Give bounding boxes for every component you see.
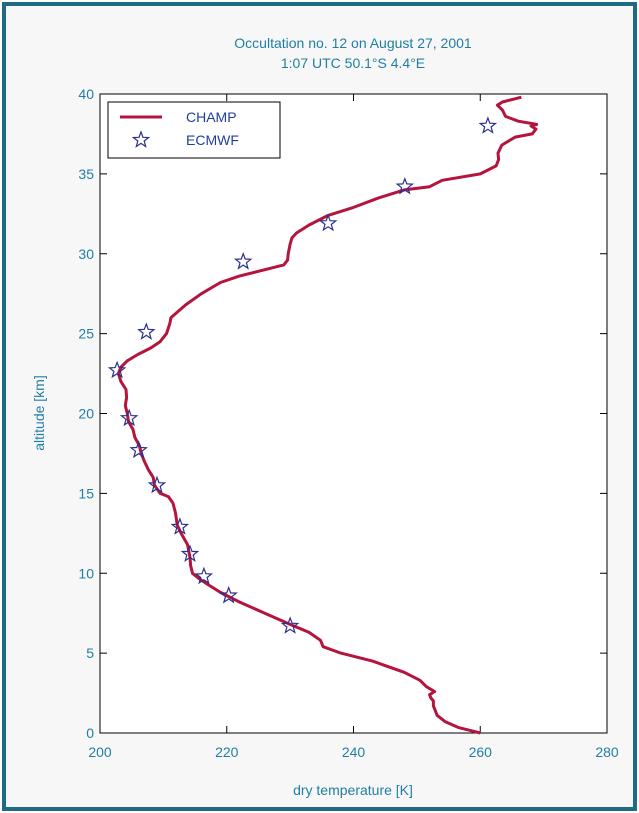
- y-tick-label: 25: [78, 326, 94, 342]
- champ-series-line: [116, 95, 539, 735]
- plot-area: [99, 93, 608, 734]
- legend: CHAMP ECMWF: [107, 101, 281, 159]
- ecmwf-star-point: [170, 517, 190, 535]
- y-tick-label: 40: [78, 86, 94, 102]
- chart-title: Occultation no. 12 on August 27, 2001: [234, 35, 472, 51]
- legend-label-ecmwf: ECMWF: [186, 132, 239, 148]
- y-axis-label: altitude [km]: [31, 375, 47, 450]
- legend-star-icon: [131, 130, 151, 148]
- x-tick-label: 200: [88, 744, 112, 760]
- ecmwf-star-point: [318, 213, 338, 232]
- x-tick-label: 240: [342, 744, 366, 760]
- ecmwf-star-point: [137, 322, 156, 340]
- ecmwf-star-point: [219, 585, 238, 604]
- legend-swatch-ecmwf: [131, 130, 151, 148]
- x-axis-label: dry temperature [K]: [293, 782, 413, 798]
- ecmwf-star-point: [107, 360, 127, 379]
- ecmwf-star-point: [129, 440, 148, 459]
- y-tick-label: 0: [86, 725, 94, 741]
- ecmwf-star-point: [119, 408, 139, 427]
- ecmwf-star-point: [280, 616, 300, 634]
- x-tick-label: 260: [469, 744, 493, 760]
- x-tick-label: 280: [595, 744, 619, 760]
- y-tick-label: 15: [78, 485, 94, 501]
- y-tick-label: 20: [78, 406, 94, 422]
- legend-label-champ: CHAMP: [186, 109, 237, 125]
- ecmwf-star-point: [478, 116, 498, 134]
- ecmwf-star-point: [194, 566, 214, 585]
- y-tick-label: 10: [78, 565, 94, 581]
- legend-box: [107, 101, 281, 159]
- ecmwf-star-point: [180, 544, 200, 563]
- y-tick-label: 35: [78, 166, 94, 182]
- x-tick-label: 220: [215, 744, 239, 760]
- ecmwf-star-point: [233, 251, 253, 270]
- axis-ticks: 200 220 240 260 280 0 5 10 15 20 25 30 35 40: [78, 86, 618, 760]
- chart-subtitle: 1:07 UTC 50.1°S 4.4°E: [281, 55, 425, 71]
- y-tick-label: 30: [78, 246, 94, 262]
- ecmwf-star-point: [395, 176, 415, 195]
- y-tick-label: 5: [86, 645, 94, 661]
- series-layer: [107, 95, 539, 735]
- ecmwf-star-point: [147, 475, 167, 494]
